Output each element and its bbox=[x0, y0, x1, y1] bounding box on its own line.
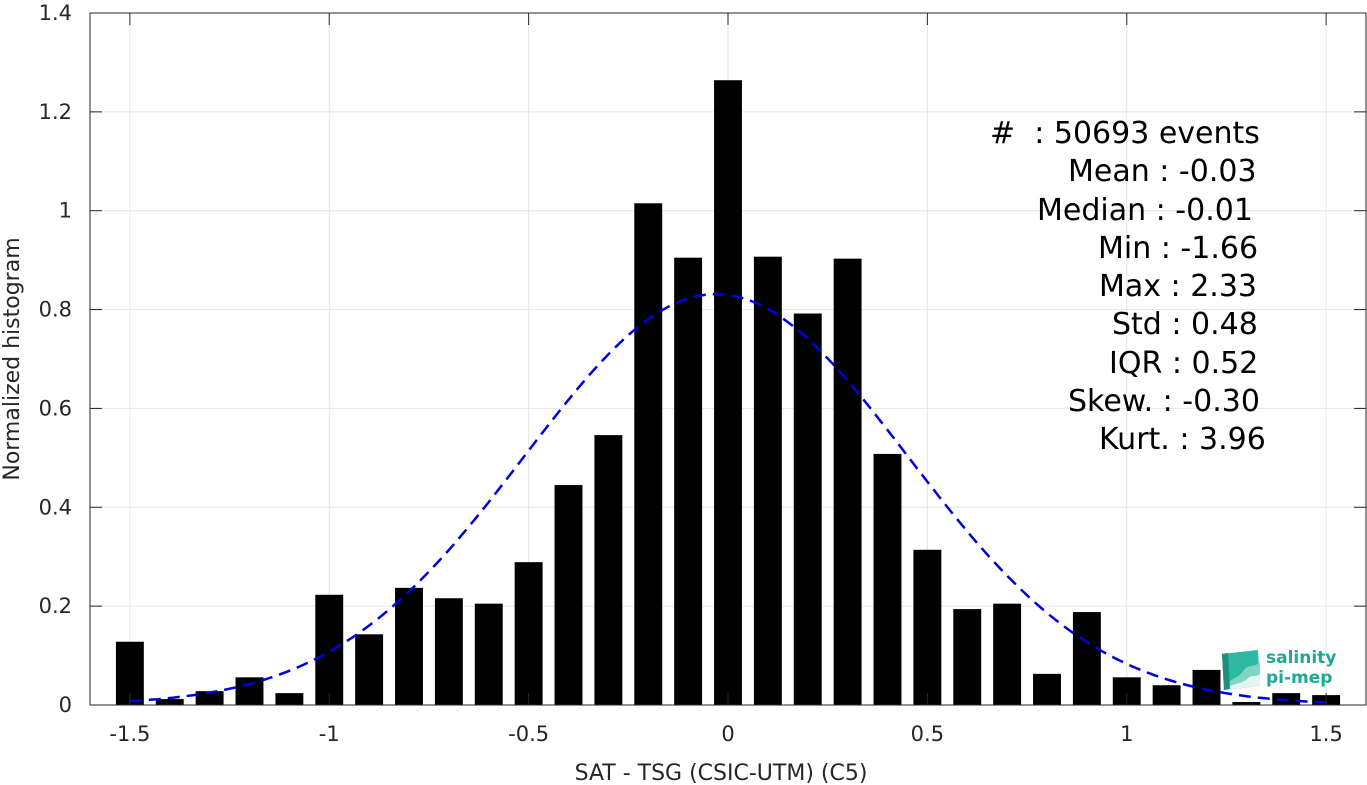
histogram-bar bbox=[753, 256, 782, 705]
axis-ticks bbox=[90, 12, 1366, 706]
histogram-bar bbox=[1232, 702, 1261, 705]
x-tick-label: -0.5 bbox=[508, 722, 549, 746]
x-tick-label: 1.5 bbox=[1309, 722, 1342, 746]
histogram-bar bbox=[434, 598, 463, 705]
histogram-bar bbox=[315, 594, 344, 705]
logo-line-1: salinity bbox=[1266, 648, 1337, 668]
stat-median: Median : -0.01 bbox=[1037, 192, 1253, 228]
y-tick-label: 0 bbox=[59, 693, 72, 717]
histogram-bar bbox=[355, 634, 384, 705]
histogram-bar bbox=[235, 677, 264, 705]
histogram-bars bbox=[115, 80, 1341, 706]
x-tick-label: 1 bbox=[1120, 722, 1133, 746]
x-tick-label: 0 bbox=[721, 722, 734, 746]
histogram-bar bbox=[873, 453, 902, 705]
x-tick-label: 0.5 bbox=[911, 722, 944, 746]
y-tick-labels: 0 0.2 0.4 0.6 0.8 1 1.2 1.4 bbox=[39, 1, 72, 717]
y-tick-label: 0.6 bbox=[39, 396, 72, 420]
wave-logo-icon bbox=[1222, 650, 1260, 690]
histogram-bar bbox=[793, 313, 822, 705]
x-tick-label: -1.5 bbox=[109, 722, 150, 746]
y-axis-label: Normalized histogram bbox=[0, 237, 25, 480]
histogram-bar bbox=[993, 603, 1022, 705]
stat-iqr: IQR : 0.52 bbox=[1109, 345, 1259, 381]
histogram-bar bbox=[514, 562, 543, 705]
statistics-box: # : 50693 events Mean : -0.03 Median : -… bbox=[900, 115, 1280, 460]
salinity-pimep-logo: salinity pi-mep bbox=[1218, 646, 1348, 694]
x-tick-label: -1 bbox=[319, 722, 340, 746]
y-tick-label: 0.2 bbox=[39, 594, 72, 618]
stat-min: Min : -1.66 bbox=[1098, 230, 1259, 266]
histogram-bar bbox=[474, 603, 503, 705]
stat-events: # : 50693 events bbox=[990, 116, 1260, 151]
histogram-bar bbox=[1192, 669, 1221, 705]
histogram-bar bbox=[714, 80, 742, 706]
stat-mean: Mean : -0.03 bbox=[1068, 154, 1257, 190]
histogram-bar bbox=[913, 549, 942, 705]
stat-skew: Skew. : -0.30 bbox=[1068, 384, 1260, 420]
histogram-bar bbox=[275, 693, 304, 705]
x-axis-label: SAT - TSG (CSIC-UTM) (C5) bbox=[575, 761, 868, 785]
histogram-bar bbox=[195, 691, 224, 705]
logo-line-2: pi-mep bbox=[1266, 668, 1333, 688]
stat-std: Std : 0.48 bbox=[1112, 307, 1258, 343]
histogram-bar bbox=[1072, 612, 1101, 705]
histogram-bar bbox=[1033, 673, 1061, 705]
histogram-bar bbox=[833, 258, 862, 705]
histogram-bar bbox=[395, 587, 423, 705]
y-tick-label: 0.4 bbox=[39, 495, 72, 519]
histogram-bar bbox=[953, 609, 982, 705]
stat-max: Max : 2.33 bbox=[1099, 269, 1257, 305]
y-tick-label: 0.8 bbox=[39, 298, 72, 322]
histogram-bar bbox=[594, 435, 623, 705]
histogram-bar bbox=[1152, 685, 1181, 705]
histogram-bar bbox=[674, 257, 703, 705]
histogram-bar bbox=[554, 485, 583, 705]
x-tick-labels: -1.5 -1 -0.5 0 0.5 1 1.5 bbox=[109, 722, 1342, 746]
stat-kurt: Kurt. : 3.96 bbox=[1099, 422, 1266, 458]
histogram-bar bbox=[634, 203, 663, 706]
y-tick-label: 1.4 bbox=[39, 1, 72, 25]
y-tick-label: 1 bbox=[59, 199, 72, 223]
histogram-bar bbox=[155, 699, 184, 705]
y-tick-label: 1.2 bbox=[39, 100, 72, 124]
